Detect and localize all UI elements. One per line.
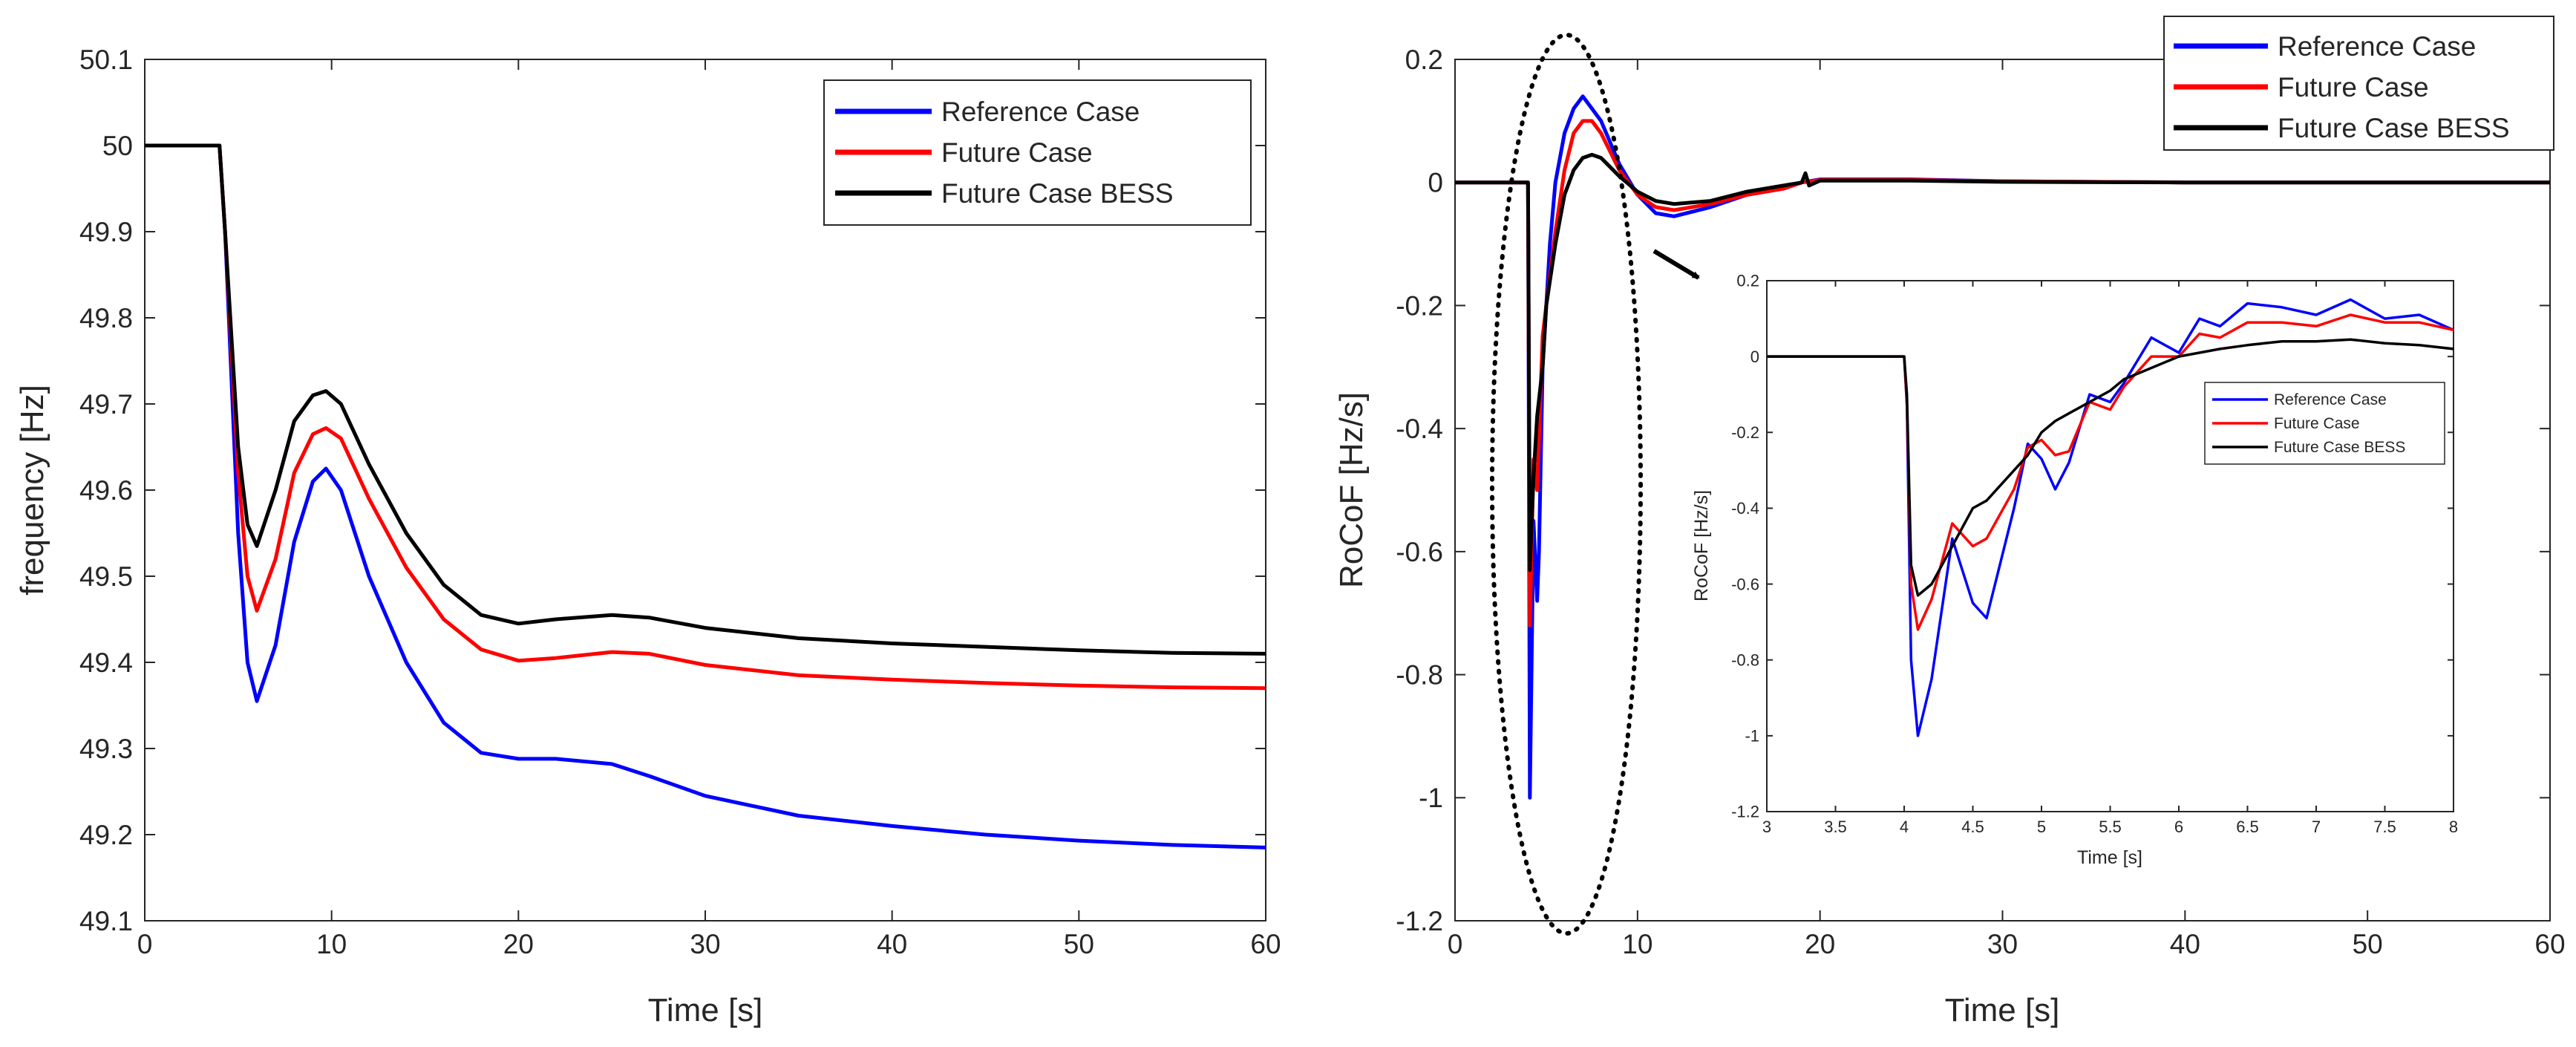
rocof-ytick-label: -0.4 bbox=[1396, 414, 1443, 444]
inset-ytick-label: -1 bbox=[1745, 727, 1759, 746]
inset-legend-label-future: Future Case bbox=[2274, 415, 2360, 432]
rocof-xtick-label: 10 bbox=[1622, 929, 1653, 959]
frequency-ylabel: frequency [Hz] bbox=[14, 385, 50, 596]
frequency-ytick-label: 49.4 bbox=[79, 648, 133, 678]
inset-ytick-label: -1.2 bbox=[1731, 803, 1759, 821]
frequency-ytick-label: 49.9 bbox=[79, 217, 133, 247]
frequency-series-line-bess bbox=[145, 143, 1266, 656]
rocof-xtick-label: 40 bbox=[2170, 929, 2200, 959]
inset-ytick-label: 0.2 bbox=[1736, 272, 1759, 290]
frequency-ytick-label: 49.3 bbox=[79, 734, 133, 764]
inset-xtick-label: 4.5 bbox=[1961, 818, 1984, 836]
frequency-legend: Reference Case Future Case Future Case B… bbox=[823, 79, 1252, 226]
inset-ytick-label: -0.8 bbox=[1731, 650, 1759, 669]
inset-ytick-label: 0 bbox=[1750, 348, 1759, 366]
frequency-series-line-future bbox=[145, 143, 1266, 691]
frequency-ytick-label: 49.1 bbox=[79, 906, 133, 936]
inset-xtick-label: 8 bbox=[2449, 818, 2458, 836]
inset-series bbox=[1767, 298, 2454, 737]
frequency-ytick-label: 49.6 bbox=[79, 475, 133, 506]
frequency-ytick-label: 49.5 bbox=[79, 561, 133, 592]
frequency-series-line-reference bbox=[145, 143, 1266, 849]
rocof-ytick-label: -0.6 bbox=[1396, 537, 1443, 567]
frequency-ytick-label: 49.8 bbox=[79, 303, 133, 333]
rocof-ylabel: RoCoF [Hz/s] bbox=[1333, 392, 1370, 588]
rocof-ytick-label: 0 bbox=[1428, 168, 1443, 198]
frequency-xtick-label: 50 bbox=[1064, 929, 1094, 959]
frequency-ytick-label: 50 bbox=[102, 131, 133, 161]
frequency-series bbox=[145, 143, 1266, 849]
frequency-ytick-label: 50.1 bbox=[79, 45, 133, 75]
rocof-ytick-label: 0.2 bbox=[1405, 45, 1443, 75]
frequency-xtick-label: 30 bbox=[690, 929, 720, 959]
rocof-series bbox=[1455, 94, 2550, 800]
rocof-legend-label-bess: Future Case BESS bbox=[2278, 113, 2510, 143]
frequency-ticks: 0 10 20 30 40 50 60 49.1 49.2 49.3 49.4 49.5 49.6 49.… bbox=[79, 45, 1281, 959]
rocof-xtick-label: 30 bbox=[1987, 929, 2018, 959]
inset-ytick-label: -0.6 bbox=[1731, 575, 1759, 593]
frequency-xtick-label: 40 bbox=[877, 929, 907, 959]
inset-ticks: 3 3.5 4 4.5 5 5.5 6 6.5 7 7.5 8 -1.2 -1 -0.8 -0.6 -0.4 -… bbox=[1731, 272, 2458, 836]
inset-xtick-label: 5 bbox=[2037, 818, 2046, 836]
frequency-xlabel: Time [s] bbox=[648, 992, 763, 1028]
frequency-ytick-label: 49.2 bbox=[79, 820, 133, 850]
inset-xtick-label: 7.5 bbox=[2373, 818, 2396, 836]
inset-legend-label-reference: Reference Case bbox=[2274, 391, 2387, 408]
inset-xtick-label: 3 bbox=[1762, 818, 1771, 836]
frequency-ytick-label: 49.7 bbox=[79, 389, 133, 420]
rocof-legend-label-reference: Reference Case bbox=[2278, 31, 2476, 62]
inset-plot-area bbox=[1766, 280, 2454, 812]
frequency-xtick-label: 10 bbox=[316, 929, 347, 959]
inset-xtick-label: 6 bbox=[2174, 818, 2183, 836]
inset-xtick-label: 5.5 bbox=[2099, 818, 2122, 836]
inset-series-line-bess bbox=[1767, 338, 2454, 597]
rocof-xtick-label: 50 bbox=[2353, 929, 2383, 959]
rocof-inset-chart: 3 3.5 4 4.5 5 5.5 6 6.5 7 7.5 8 -1.2 -1 -0.8 -0.6 -0.4 -… bbox=[1691, 272, 2458, 868]
inset-xtick-label: 6.5 bbox=[2236, 818, 2259, 836]
frequency-xtick-label: 60 bbox=[1250, 929, 1281, 959]
inset-series-line-future bbox=[1767, 313, 2454, 631]
rocof-series-line-bess bbox=[1455, 152, 2550, 573]
inset-xtick-label: 3.5 bbox=[1824, 818, 1847, 836]
inset-xtick-label: 7 bbox=[2312, 818, 2321, 836]
inset-legend-label-bess: Future Case BESS bbox=[2274, 439, 2405, 456]
inset-xlabel: Time [s] bbox=[2077, 847, 2142, 868]
frequency-xtick-label: 0 bbox=[137, 929, 153, 959]
inset-xtick-label: 4 bbox=[1900, 818, 1909, 836]
rocof-xtick-label: 20 bbox=[1805, 929, 1835, 959]
frequency-xtick-label: 20 bbox=[503, 929, 534, 959]
rocof-ytick-label: -1.2 bbox=[1396, 906, 1443, 936]
rocof-ytick-label: -1 bbox=[1419, 783, 1443, 813]
inset-ytick-label: -0.4 bbox=[1731, 499, 1759, 518]
frequency-legend-label-future: Future Case bbox=[941, 137, 1093, 168]
rocof-ytick-label: -0.2 bbox=[1396, 290, 1443, 321]
rocof-legend-label-future: Future Case bbox=[2278, 72, 2429, 102]
inset-legend: Reference Case Future Case Future Case B… bbox=[2204, 382, 2445, 465]
rocof-ytick-label: -0.8 bbox=[1396, 660, 1443, 691]
rocof-zoom-arrow bbox=[1653, 249, 1700, 280]
rocof-legend: Reference Case Future Case Future Case B… bbox=[2163, 16, 2554, 151]
rocof-zoom-ellipse bbox=[1490, 33, 1643, 936]
inset-ytick-label: -0.2 bbox=[1731, 423, 1759, 442]
frequency-legend-label-bess: Future Case BESS bbox=[941, 178, 1174, 209]
frequency-legend-label-reference: Reference Case bbox=[941, 97, 1140, 127]
inset-ylabel: RoCoF [Hz/s] bbox=[1691, 490, 1712, 601]
rocof-xlabel: Time [s] bbox=[1945, 992, 2060, 1028]
rocof-xtick-label: 0 bbox=[1448, 929, 1463, 959]
frequency-chart: 0 10 20 30 40 50 60 49.1 49.2 49.3 49.4 49.5 49.6 49.… bbox=[14, 45, 1281, 1028]
rocof-xtick-label: 60 bbox=[2534, 929, 2565, 959]
